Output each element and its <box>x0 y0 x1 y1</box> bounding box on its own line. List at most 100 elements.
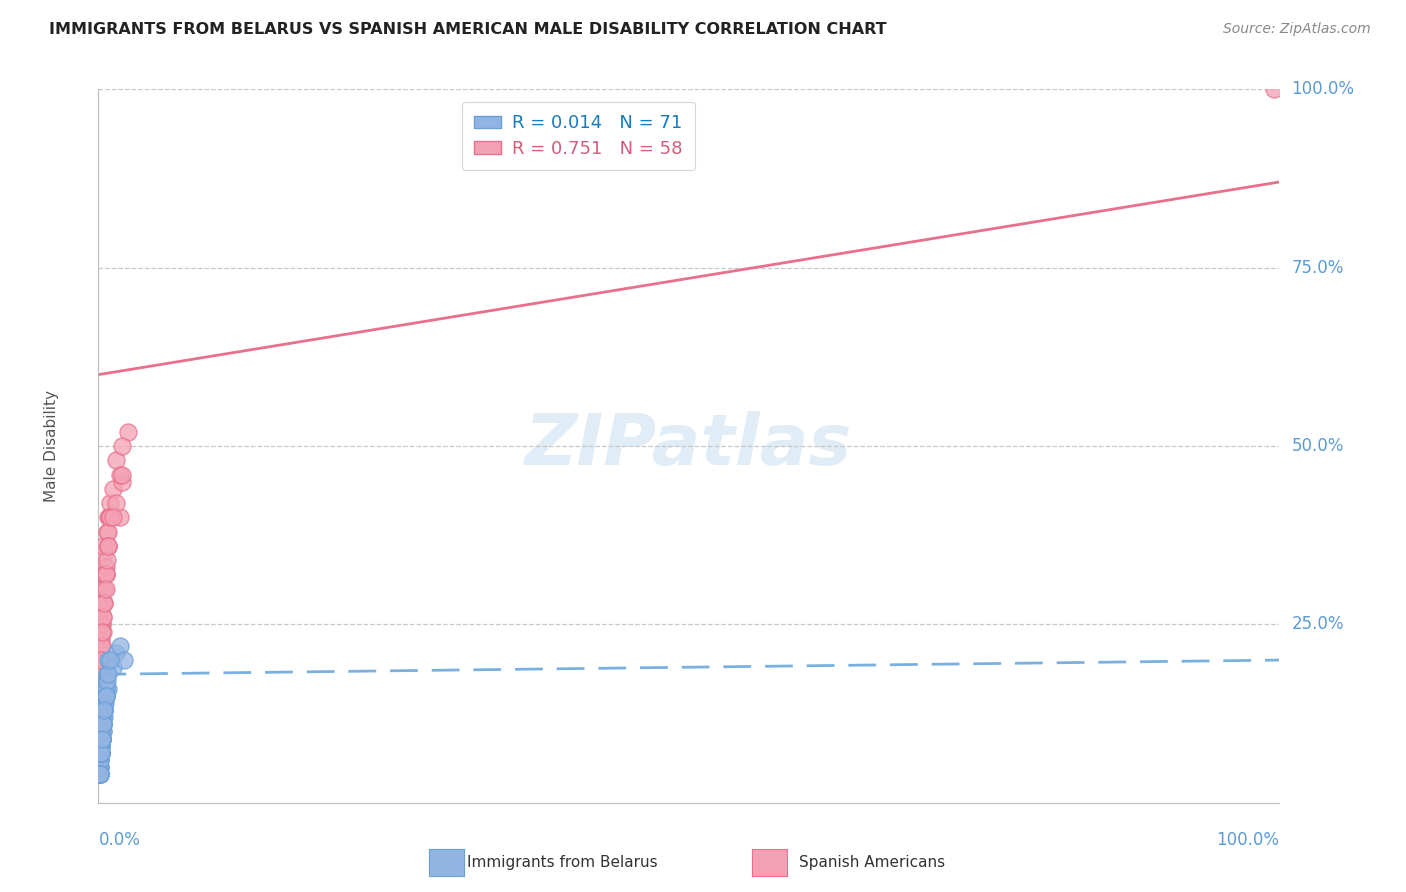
Point <box>90 746 112 760</box>
Point <box>90 746 112 760</box>
Point <box>94 689 117 703</box>
Point <box>94 689 117 703</box>
Point <box>90 667 112 681</box>
Point <box>90 739 112 753</box>
Point <box>89 760 111 774</box>
Point <box>98 510 121 524</box>
Point <box>97 539 120 553</box>
Point <box>97 667 120 681</box>
Point <box>97 653 120 667</box>
Point <box>96 667 118 681</box>
Point <box>93 696 115 710</box>
Point <box>90 739 112 753</box>
Point <box>89 667 111 681</box>
Point <box>96 667 118 681</box>
Point <box>90 739 112 753</box>
Point <box>94 582 117 596</box>
Point <box>91 724 114 739</box>
Point <box>90 639 112 653</box>
Point <box>93 567 115 582</box>
Point <box>91 539 114 553</box>
Point <box>90 746 112 760</box>
Point <box>91 724 114 739</box>
Point <box>93 703 115 717</box>
Point <box>90 746 112 760</box>
Point <box>105 646 128 660</box>
Point <box>93 582 115 596</box>
Point <box>93 546 115 560</box>
Point <box>91 596 114 610</box>
Point <box>90 731 112 746</box>
Point <box>90 746 112 760</box>
Point <box>98 496 121 510</box>
Text: 75.0%: 75.0% <box>1291 259 1344 277</box>
Point <box>89 767 111 781</box>
Text: Spanish Americans: Spanish Americans <box>799 855 945 870</box>
Point <box>89 753 111 767</box>
Point <box>93 703 115 717</box>
Point <box>93 596 115 610</box>
Point <box>91 639 114 653</box>
Point <box>108 510 131 524</box>
Point <box>111 467 134 482</box>
Point <box>89 667 111 681</box>
Text: 100.0%: 100.0% <box>1291 80 1354 98</box>
Point <box>117 425 139 439</box>
Point <box>108 467 131 482</box>
Point <box>105 496 128 510</box>
Point <box>101 510 124 524</box>
Point <box>91 731 114 746</box>
Point <box>97 539 120 553</box>
Point <box>94 696 117 710</box>
Text: 50.0%: 50.0% <box>1291 437 1344 455</box>
Point <box>90 667 112 681</box>
Point <box>91 717 114 731</box>
Point <box>91 582 114 596</box>
Point <box>89 753 111 767</box>
Point <box>91 724 114 739</box>
Point <box>90 746 112 760</box>
Point <box>89 760 111 774</box>
Point <box>89 767 111 781</box>
Text: Source: ZipAtlas.com: Source: ZipAtlas.com <box>1223 22 1371 37</box>
Legend: R = 0.014   N = 71, R = 0.751   N = 58: R = 0.014 N = 71, R = 0.751 N = 58 <box>461 102 696 170</box>
Point <box>89 753 111 767</box>
Point <box>90 653 112 667</box>
Point <box>91 731 114 746</box>
Point <box>101 482 124 496</box>
Point <box>94 567 117 582</box>
Point <box>98 510 121 524</box>
Point <box>98 653 121 667</box>
Point <box>89 767 111 781</box>
Point <box>89 760 111 774</box>
Text: Immigrants from Belarus: Immigrants from Belarus <box>467 855 658 870</box>
Point <box>91 610 114 624</box>
Point <box>93 696 115 710</box>
Point <box>89 617 111 632</box>
Point <box>91 731 114 746</box>
Point <box>94 681 117 696</box>
Point <box>90 603 112 617</box>
Point <box>94 674 117 689</box>
Point <box>91 717 114 731</box>
Point <box>112 653 135 667</box>
Text: 100.0%: 100.0% <box>1216 831 1279 849</box>
Point <box>97 539 120 553</box>
Point <box>89 653 111 667</box>
Point <box>94 567 117 582</box>
Text: 25.0%: 25.0% <box>1291 615 1344 633</box>
Point <box>91 717 114 731</box>
Point <box>91 624 114 639</box>
Point <box>90 653 112 667</box>
Point <box>90 632 112 646</box>
Point <box>89 689 111 703</box>
Point <box>91 596 114 610</box>
Point <box>91 717 114 731</box>
Point <box>91 731 114 746</box>
Point <box>91 610 114 624</box>
Point <box>91 731 114 746</box>
Point <box>91 617 114 632</box>
Point <box>91 710 114 724</box>
Point <box>1263 82 1285 96</box>
Point <box>111 475 134 489</box>
